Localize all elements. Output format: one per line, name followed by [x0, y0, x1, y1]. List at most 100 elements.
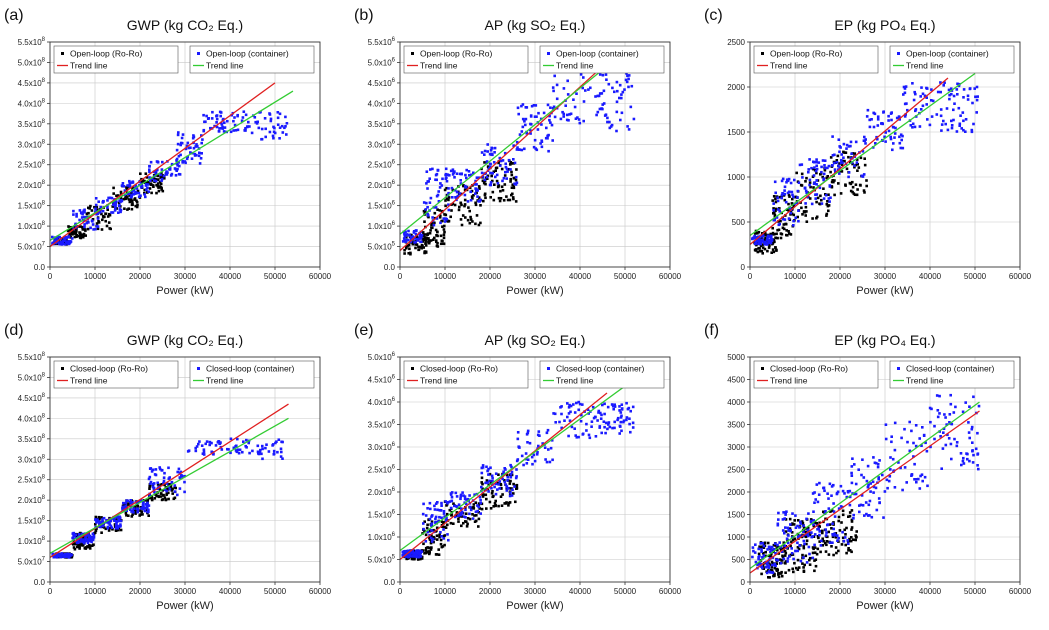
data-point: [170, 487, 174, 491]
data-point: [955, 88, 959, 91]
data-point: [185, 144, 189, 148]
data-point: [131, 203, 134, 206]
data-point: [278, 112, 282, 116]
data-point: [422, 233, 425, 236]
data-point: [509, 177, 512, 181]
data-point: [507, 158, 511, 162]
data-point: [185, 157, 189, 161]
data-point: [802, 556, 805, 559]
data-point: [953, 437, 956, 441]
data-point: [812, 524, 816, 528]
data-point: [552, 89, 555, 93]
data-point: [148, 170, 151, 174]
data-point: [949, 87, 953, 90]
data-point: [181, 159, 184, 163]
legend-marker: [411, 367, 414, 370]
data-point: [768, 576, 771, 579]
data-point: [77, 541, 80, 544]
data-point: [935, 394, 939, 397]
data-point: [445, 504, 448, 507]
data-point: [130, 191, 133, 195]
data-point: [581, 86, 584, 90]
data-point: [468, 209, 471, 213]
y-tick-label: 3.5x106: [368, 420, 396, 430]
data-point: [574, 117, 578, 120]
data-point: [438, 186, 442, 189]
data-point: [489, 196, 492, 199]
data-point: [512, 158, 515, 161]
data-point: [407, 233, 410, 237]
data-point: [269, 119, 273, 123]
data-point: [202, 453, 206, 456]
data-point: [191, 136, 195, 140]
data-point: [850, 152, 853, 155]
data-point: [474, 203, 478, 207]
y-tick-exponent: 6: [392, 98, 396, 104]
data-point: [504, 468, 507, 471]
data-point: [430, 223, 433, 227]
data-point: [58, 235, 61, 239]
data-point: [502, 470, 505, 473]
legend-marker: [197, 52, 200, 55]
data-point: [469, 508, 473, 512]
data-point: [876, 462, 880, 466]
data-point: [424, 514, 428, 517]
data-point: [265, 443, 268, 446]
data-point: [412, 554, 415, 558]
data-point: [480, 471, 484, 475]
data-point: [811, 217, 814, 220]
y-tick-label: 1.5x106: [368, 201, 396, 211]
data-point: [86, 227, 90, 231]
data-point: [202, 128, 206, 132]
data-point: [791, 567, 794, 571]
data-point: [962, 462, 966, 465]
data-point: [853, 492, 856, 496]
data-point: [813, 181, 817, 184]
data-point: [158, 467, 162, 471]
data-point: [784, 513, 787, 516]
data-point: [78, 547, 81, 550]
data-point: [86, 541, 90, 545]
data-point: [424, 251, 428, 254]
data-point: [160, 188, 163, 191]
data-point: [800, 520, 804, 523]
data-point: [101, 209, 105, 213]
data-point: [781, 226, 785, 230]
data-point: [254, 120, 257, 124]
data-point: [415, 229, 418, 232]
data-point: [441, 177, 444, 181]
data-point: [117, 519, 120, 523]
y-tick-mantissa: 4.0x10: [18, 414, 43, 423]
data-point: [846, 490, 850, 494]
data-point: [767, 554, 771, 558]
data-point: [814, 558, 818, 561]
data-point: [939, 435, 942, 438]
y-tick-label: 4.5x108: [18, 393, 46, 403]
data-point: [509, 491, 512, 494]
data-point: [761, 551, 765, 555]
data-point: [218, 442, 222, 445]
data-point: [114, 204, 117, 208]
x-tick-label: 10000: [784, 587, 807, 596]
data-point: [180, 141, 184, 145]
trend-line-container: [749, 72, 976, 237]
data-point: [577, 435, 580, 439]
data-point: [460, 203, 463, 207]
data-point: [946, 433, 949, 437]
data-point: [918, 125, 922, 128]
data-point: [133, 198, 136, 201]
data-point: [901, 488, 904, 492]
data-point: [244, 127, 247, 130]
data-point: [870, 515, 874, 519]
data-point: [261, 444, 264, 448]
data-point: [903, 427, 906, 431]
data-point: [175, 162, 179, 165]
data-point: [437, 553, 441, 556]
data-point: [575, 401, 578, 405]
data-point: [759, 240, 763, 243]
data-point: [501, 493, 504, 496]
data-point: [883, 490, 887, 493]
data-point: [442, 510, 446, 513]
legend-marker: [761, 367, 764, 370]
data-point: [757, 555, 760, 559]
